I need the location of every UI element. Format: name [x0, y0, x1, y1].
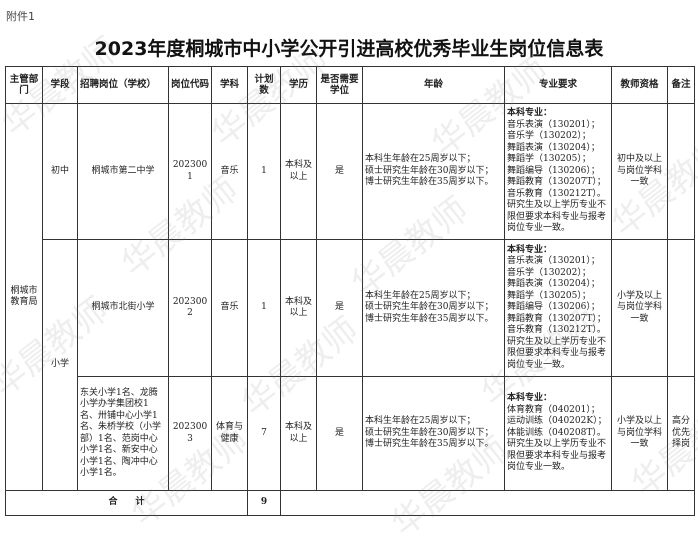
major-cell: 本科专业： 音乐表演（130201）； 音乐学（130202）； 舞蹈表演（13020… [504, 239, 612, 377]
header-qualification: 教师资格 [611, 66, 668, 104]
age-line: 博士研究生年龄在35周岁以下。 [365, 313, 494, 324]
subject-cell: 音乐 [211, 103, 248, 240]
count-cell: 7 [247, 376, 281, 491]
school-cell: 桐城市第二中学 [77, 103, 169, 240]
school-cell: 桐城市北街小学 [77, 239, 169, 377]
age-cell: 本科生年龄在25周岁以下； 硕士研究生年龄在30周岁以下； 博士研究生年龄在35周岁… [362, 103, 505, 240]
note-cell: 高分优先择岗 [667, 376, 695, 491]
header-count: 计划数 [247, 66, 281, 104]
education-cell: 本科及以上 [280, 103, 317, 240]
major-line: 运动训练（040202K）； [507, 416, 607, 427]
positions-table: 主管部门 学段 招聘岗位（学校） 岗位代码 学科 计划数 学历 是否需要学位 年… [5, 66, 695, 516]
major-line: 舞蹈表演（130204）； [507, 279, 600, 290]
note-cell [667, 103, 695, 240]
header-code: 岗位代码 [168, 66, 212, 104]
header-major: 专业要求 [504, 66, 612, 104]
total-label: 合 计 [5, 490, 248, 516]
major-line: 舞蹈编导（130206）； [507, 302, 600, 313]
header-subject: 学科 [211, 66, 248, 104]
major-cell: 本科专业： 体育教育（040201）； 运动训练（040202K）； 体能训练（040… [504, 376, 612, 491]
subject-cell: 体育与健康 [211, 376, 248, 491]
count-cell: 1 [247, 103, 281, 240]
major-line: 音乐表演（130201）； [507, 119, 600, 130]
major-heading: 本科专业： [507, 393, 553, 404]
code-cell: 2023002 [168, 239, 212, 377]
table-row: 桐城市教育局 初中 桐城市第二中学 2023001 音乐 1 本科及以上 是 本… [5, 103, 695, 491]
total-empty [280, 490, 695, 516]
major-line: 舞蹈教育（130207T）； [507, 177, 606, 188]
header-row: 主管部门 学段 招聘岗位（学校） 岗位代码 学科 计划数 学历 是否需要学位 年… [5, 66, 695, 104]
total-row: 合 计 9 [5, 490, 695, 516]
major-line: 音乐教育（130212T）。 [507, 325, 606, 336]
header-department: 主管部门 [5, 66, 43, 104]
major-line: 音乐表演（130201）； [507, 256, 600, 267]
code-cell: 2023001 [168, 103, 212, 240]
stage-cell: 小学 [42, 239, 78, 491]
major-line: 研究生及以上学历专业不限但要求本科专业与报考岗位专业一致。 [507, 200, 607, 234]
major-line: 舞蹈学（130205）； [507, 154, 591, 165]
major-line: 舞蹈教育（130207T）； [507, 313, 606, 324]
major-line: 音乐学（130202）； [507, 267, 591, 278]
major-line: 体育教育（040201）； [507, 404, 600, 415]
degree-cell: 是 [316, 239, 363, 377]
major-line: 音乐学（130202）； [507, 131, 591, 142]
table-row: 东关小学1名、龙腾小学办学集团校1名、卅铺中心小学1名、朱桥学校（小学部）1名、… [6, 376, 695, 491]
degree-cell: 是 [316, 376, 363, 491]
attachment-label: 附件1 [6, 10, 35, 23]
total-count: 9 [247, 490, 281, 516]
age-line: 硕士研究生年龄在30周岁以下； [365, 165, 494, 176]
header-education: 学历 [280, 66, 317, 104]
age-line: 本科生年龄在25周岁以下； [365, 154, 476, 165]
stage-cell: 初中 [42, 103, 78, 240]
age-line: 硕士研究生年龄在30周岁以下； [365, 302, 494, 313]
major-line: 体能训练（040208T）。 [507, 427, 606, 438]
department-cell: 桐城市教育局 [5, 103, 43, 491]
code-cell: 2023003 [168, 376, 212, 491]
header-note: 备注 [667, 66, 695, 104]
page-title: 2023年度桐城市中小学公开引进高校优秀毕业生岗位信息表 [94, 38, 604, 60]
count-cell: 1 [247, 239, 281, 377]
qualification-cell: 小学及以上与岗位学科一致 [611, 239, 668, 377]
header-degree: 是否需要学位 [316, 66, 363, 104]
school-cell: 东关小学1名、龙腾小学办学集团校1名、卅铺中心小学1名、朱桥学校（小学部）1名、… [77, 376, 169, 491]
age-line: 本科生年龄在25周岁以下； [365, 416, 476, 427]
note-cell [667, 239, 695, 377]
major-heading: 本科专业： [507, 108, 553, 119]
education-cell: 本科及以上 [280, 239, 317, 377]
age-line: 本科生年龄在25周岁以下； [365, 290, 476, 301]
major-cell: 本科专业： 音乐表演（130201）； 音乐学（130202）； 舞蹈表演（13020… [504, 103, 612, 240]
age-line: 博士研究生年龄在35周岁以下。 [365, 177, 494, 188]
major-line: 舞蹈表演（130204）； [507, 142, 600, 153]
major-line: 舞蹈编导（130206）； [507, 165, 600, 176]
header-age: 年龄 [362, 66, 505, 104]
table-row: 小学 桐城市北街小学 2023002 音乐 1 本科及以上 是 本科生年龄在25… [6, 239, 695, 491]
qualification-cell: 初中及以上与岗位学科一致 [611, 103, 668, 240]
age-cell: 本科生年龄在25周岁以下； 硕士研究生年龄在30周岁以下； 博士研究生年龄在35周岁… [362, 239, 505, 377]
age-line: 硕士研究生年龄在30周岁以下； [365, 427, 494, 438]
major-heading: 本科专业： [507, 244, 553, 255]
major-line: 音乐教育（130212T）。 [507, 188, 606, 199]
major-line: 舞蹈学（130205）； [507, 290, 591, 301]
major-line: 研究生及以上学历专业不限但要求本科专业与报考岗位专业一致。 [507, 336, 607, 370]
subject-cell: 音乐 [211, 239, 248, 377]
education-cell: 本科及以上 [280, 376, 317, 491]
qualification-cell: 小学及以上与岗位学科一致 [611, 376, 668, 491]
major-line: 研究生及以上学历专业不限但要求本科专业与报考岗位专业一致。 [507, 439, 607, 473]
degree-cell: 是 [316, 103, 363, 240]
age-cell: 本科生年龄在25周岁以下； 硕士研究生年龄在30周岁以下； 博士研究生年龄在35周岁… [362, 376, 505, 491]
header-school: 招聘岗位（学校） [77, 66, 169, 104]
header-stage: 学段 [42, 66, 78, 104]
age-line: 博士研究生年龄在35周岁以下。 [365, 439, 494, 450]
